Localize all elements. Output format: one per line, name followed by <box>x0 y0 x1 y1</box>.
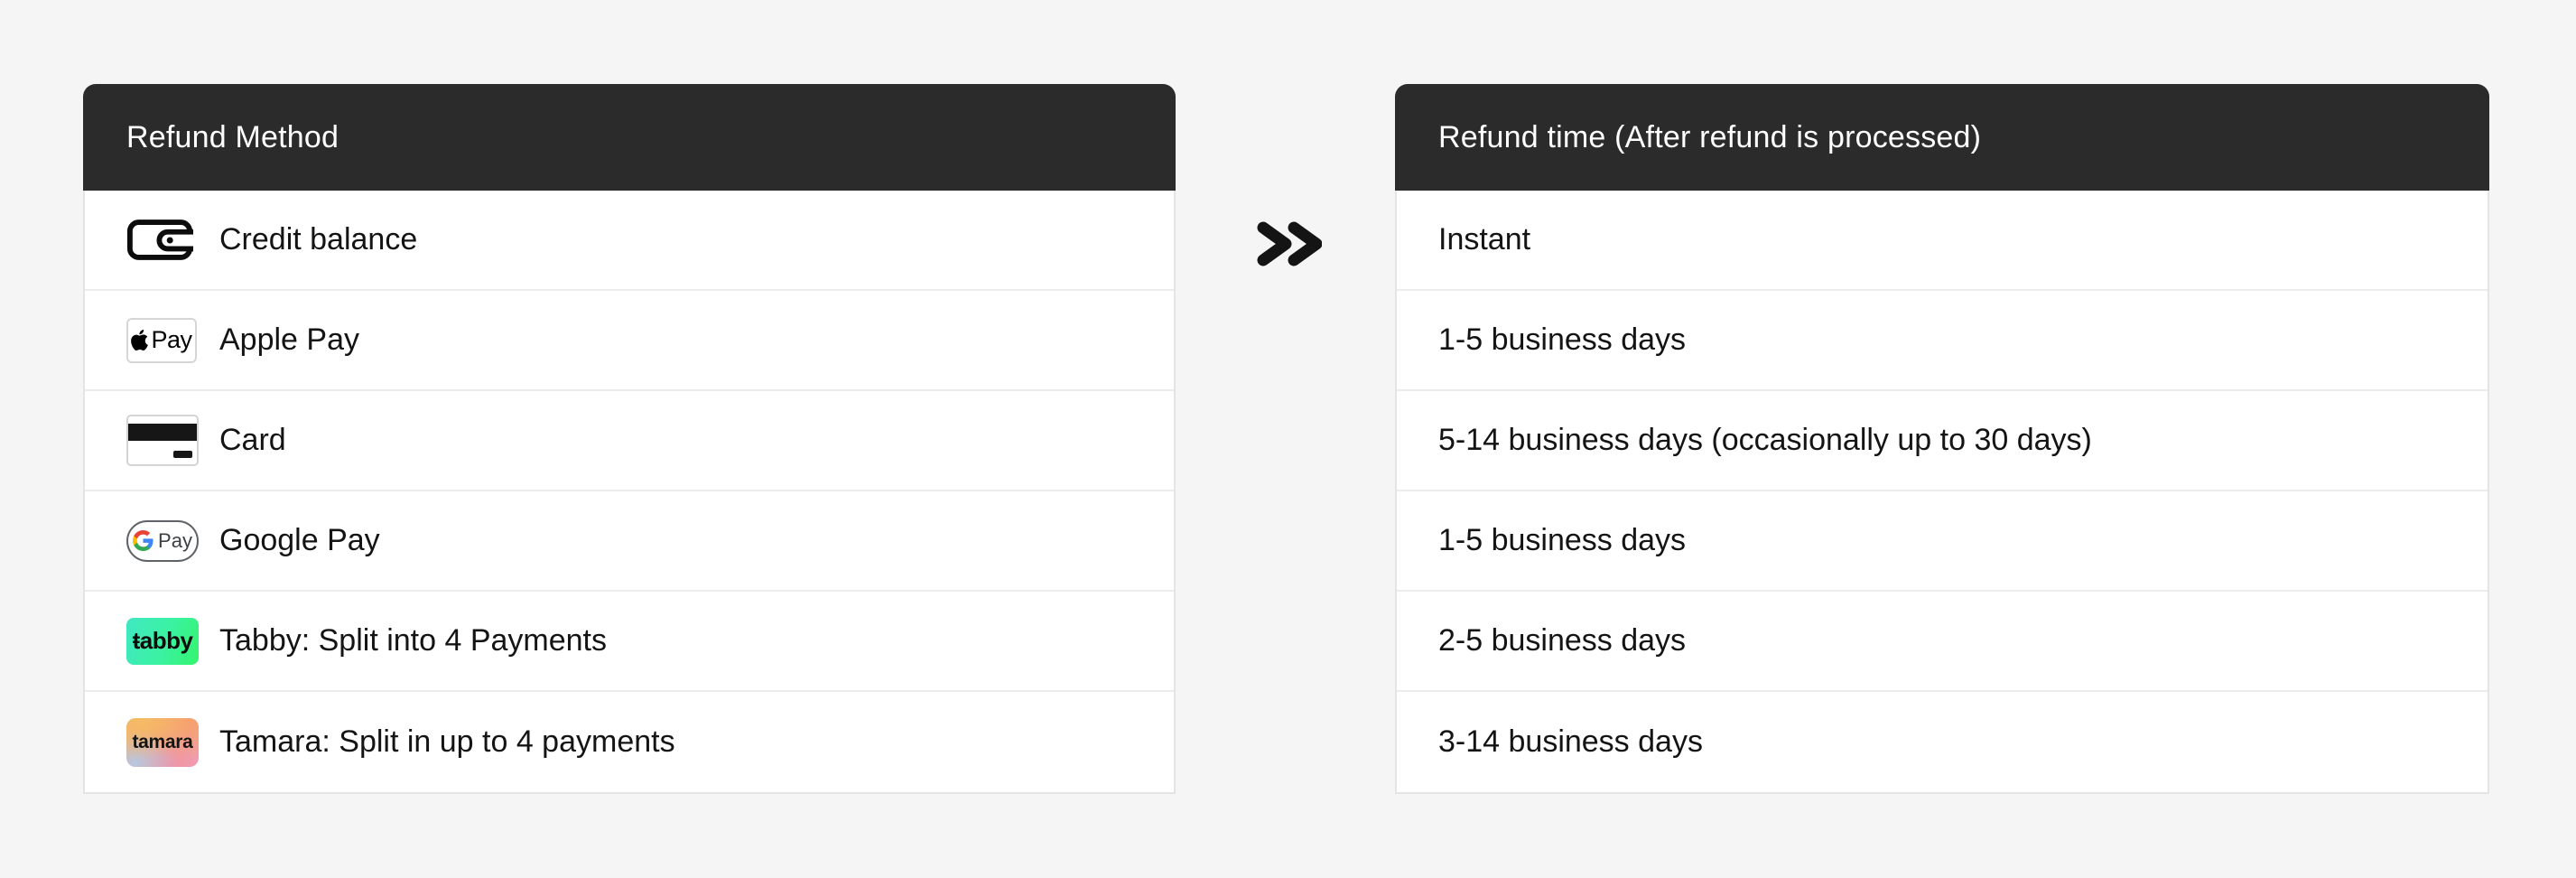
card-magnetic-stripe <box>128 424 197 441</box>
table-row-credit-balance: Credit balance <box>85 191 1174 291</box>
table-row-tamara: tamara Tamara: Split in up to 4 payments <box>85 692 1174 792</box>
double-chevron-right-icon <box>1253 219 1323 269</box>
tabby-icon: ŧabby <box>126 617 199 665</box>
refund-method-header: Refund Method <box>83 84 1176 191</box>
row-label: 1-5 business days <box>1438 523 1687 557</box>
table-row-3-14-days: 3-14 business days <box>1397 692 2488 792</box>
apple-pay-icon: Pay <box>126 317 197 363</box>
table-row-apple-pay: Pay Apple Pay <box>85 291 1174 391</box>
row-label: Instant <box>1438 222 1531 257</box>
refund-time-table: Refund time (After refund is processed) … <box>1395 84 2489 794</box>
table-row-2-5-days: 2-5 business days <box>1397 592 2488 692</box>
table-row-instant: Instant <box>1397 191 2488 291</box>
row-label: Tamara: Split in up to 4 payments <box>219 724 675 759</box>
refund-method-header-label: Refund Method <box>126 119 339 154</box>
row-label: 1-5 business days <box>1438 322 1687 357</box>
card-signature-mark <box>173 451 192 458</box>
refund-time-header: Refund time (After refund is processed) <box>1395 84 2489 191</box>
row-label: 2-5 business days <box>1438 623 1687 658</box>
table-row-tabby: ŧabby Tabby: Split into 4 Payments <box>85 592 1174 692</box>
table-row-5-14-days: 5-14 business days (occasionally up to 3… <box>1397 391 2488 491</box>
row-label: 3-14 business days <box>1438 724 1703 759</box>
table-row-1-5-days-a: 1-5 business days <box>1397 291 2488 391</box>
row-label: Apple Pay <box>219 322 359 357</box>
row-label: 5-14 business days (occasionally up to 3… <box>1438 423 2092 457</box>
apple-pay-badge-label: Pay <box>151 326 192 353</box>
row-label: Tabby: Split into 4 Payments <box>219 623 608 658</box>
google-pay-badge-label: Pay <box>158 528 192 552</box>
apple-logo-icon <box>131 330 149 350</box>
tamara-badge-label: tamara <box>132 731 193 752</box>
refund-method-table-body: Credit balance Pay Apple Pay Card <box>83 191 1176 794</box>
tabby-badge-label: ŧabby <box>132 627 193 654</box>
row-label: Card <box>219 423 286 457</box>
google-g-icon <box>133 530 153 551</box>
table-row-card: Card <box>85 391 1174 491</box>
refund-time-table-body: Instant 1-5 business days 5-14 business … <box>1395 191 2489 794</box>
tamara-icon: tamara <box>126 717 199 767</box>
table-row-1-5-days-b: 1-5 business days <box>1397 491 2488 592</box>
row-label: Google Pay <box>219 523 380 557</box>
wallet-icon <box>126 219 199 261</box>
refund-method-table: Refund Method Credit balance Pay <box>83 84 1176 794</box>
card-icon <box>126 415 199 466</box>
row-label: Credit balance <box>219 222 418 257</box>
refund-time-header-label: Refund time (After refund is processed) <box>1438 119 1982 154</box>
google-pay-icon: Pay <box>126 519 199 562</box>
table-row-google-pay: Pay Google Pay <box>85 491 1174 592</box>
